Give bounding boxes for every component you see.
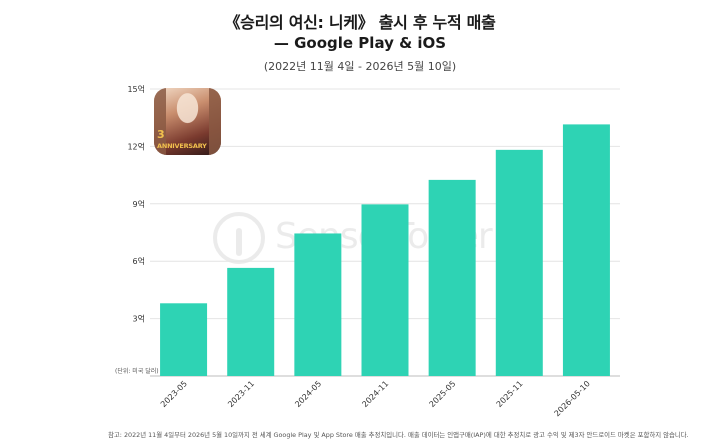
game-icon: 3 ANNIVERSARY bbox=[154, 88, 221, 155]
x-tick-label: 2023-05 bbox=[159, 379, 189, 409]
x-tick-label: 2025-05 bbox=[428, 379, 458, 409]
chart-subtitle: — Google Play & iOS bbox=[273, 34, 447, 52]
chart-title: 《승리의 여신: 니케》 출시 후 누적 매출 bbox=[224, 13, 496, 32]
y-tick-label: 6억 bbox=[133, 256, 145, 266]
character-art bbox=[154, 88, 221, 155]
y-tick-label: 12억 bbox=[127, 141, 145, 151]
x-tick-label: 2026-05-10 bbox=[553, 379, 592, 418]
anniversary-label: ANNIVERSARY bbox=[157, 142, 207, 150]
bar bbox=[428, 179, 476, 376]
sensor-tower-logo-icon bbox=[213, 212, 265, 264]
bar bbox=[294, 233, 342, 376]
y-tick-label: 3억 bbox=[133, 314, 145, 324]
x-tick-label: 2025-11 bbox=[495, 379, 525, 409]
date-range: (2022년 11월 4일 - 2026년 5월 10일) bbox=[263, 60, 457, 73]
bar bbox=[495, 149, 543, 376]
bar bbox=[562, 124, 610, 376]
anniversary-number: 3 bbox=[157, 128, 165, 141]
x-tick-label: 2024-05 bbox=[293, 379, 323, 409]
y-tick-label: 9억 bbox=[133, 199, 145, 209]
y-tick-label: 15억 bbox=[127, 84, 145, 94]
bar bbox=[361, 204, 409, 376]
footnote: 참고: 2022년 11월 4일부터 2026년 5월 10일까지 전 세계 G… bbox=[108, 431, 689, 439]
bar bbox=[227, 267, 275, 376]
unit-note: (단위: 미국 달러) bbox=[115, 368, 159, 375]
x-tick-label: 2024-11 bbox=[360, 379, 390, 409]
x-tick-label: 2023-11 bbox=[226, 379, 256, 409]
bar bbox=[160, 303, 208, 376]
